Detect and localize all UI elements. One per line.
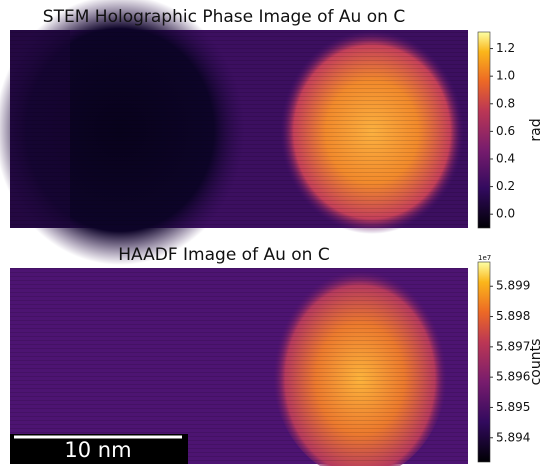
colorbar-tick-label: 5.899 xyxy=(496,279,530,293)
colorbar-label: counts xyxy=(528,339,544,386)
colorbar xyxy=(478,262,490,462)
panel-title: STEM Holographic Phase Image of Au on C xyxy=(43,7,405,27)
colorbar-tick-label: 5.895 xyxy=(496,400,530,414)
offset-label: 1e7 xyxy=(478,254,491,262)
colorbar-label: rad xyxy=(528,118,544,141)
colorbar-tick-label: 0.4 xyxy=(496,151,515,165)
colorbar-tick-label: 5.897 xyxy=(496,339,530,353)
figure: STEM Holographic Phase Image of Au on C 0… xyxy=(0,0,546,466)
colorbar-tick-label: 1.0 xyxy=(496,69,515,83)
colorbar-tick-label: 5.894 xyxy=(496,430,530,444)
phase-image xyxy=(0,0,468,265)
colorbar xyxy=(478,32,490,228)
colorbar-tick-label: 0.8 xyxy=(496,96,515,110)
colorbar-tick-label: 1.2 xyxy=(496,41,515,55)
colorbar-tick-label: 5.896 xyxy=(496,370,530,384)
colorbar-tick-label: 5.898 xyxy=(496,309,530,323)
colorbar-tick-label: 0.2 xyxy=(496,179,515,193)
panel-title: HAADF Image of Au on C xyxy=(118,245,329,265)
colorbar-tick-label: 0.6 xyxy=(496,124,515,138)
scalebar-label: 10 nm xyxy=(64,438,131,462)
colorbar-tick-label: 0.0 xyxy=(496,207,515,221)
